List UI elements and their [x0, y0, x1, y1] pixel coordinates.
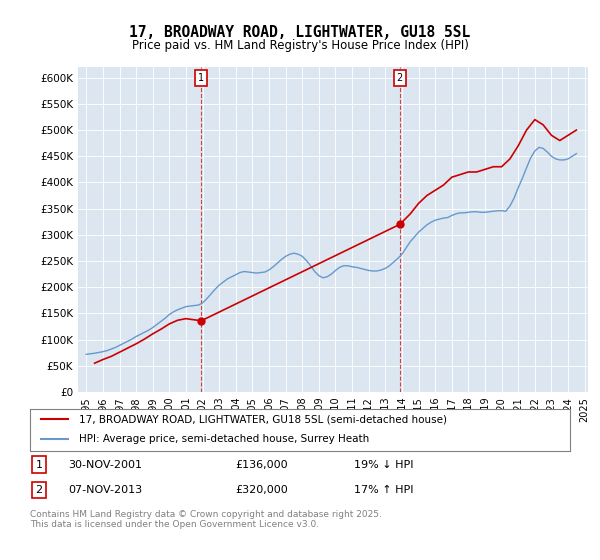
Text: £136,000: £136,000 — [235, 460, 288, 470]
Text: Contains HM Land Registry data © Crown copyright and database right 2025.
This d: Contains HM Land Registry data © Crown c… — [30, 510, 382, 529]
Text: 2: 2 — [35, 485, 43, 495]
Text: 17, BROADWAY ROAD, LIGHTWATER, GU18 5SL (semi-detached house): 17, BROADWAY ROAD, LIGHTWATER, GU18 5SL … — [79, 414, 446, 424]
Text: Price paid vs. HM Land Registry's House Price Index (HPI): Price paid vs. HM Land Registry's House … — [131, 39, 469, 52]
Text: HPI: Average price, semi-detached house, Surrey Heath: HPI: Average price, semi-detached house,… — [79, 434, 369, 444]
Text: 2: 2 — [397, 73, 403, 83]
Text: 1: 1 — [35, 460, 43, 470]
Text: 17, BROADWAY ROAD, LIGHTWATER, GU18 5SL: 17, BROADWAY ROAD, LIGHTWATER, GU18 5SL — [130, 25, 470, 40]
Text: 1: 1 — [198, 73, 205, 83]
Text: 30-NOV-2001: 30-NOV-2001 — [68, 460, 142, 470]
Text: 07-NOV-2013: 07-NOV-2013 — [68, 485, 142, 495]
Text: 17% ↑ HPI: 17% ↑ HPI — [354, 485, 413, 495]
Text: 19% ↓ HPI: 19% ↓ HPI — [354, 460, 413, 470]
Text: £320,000: £320,000 — [235, 485, 288, 495]
